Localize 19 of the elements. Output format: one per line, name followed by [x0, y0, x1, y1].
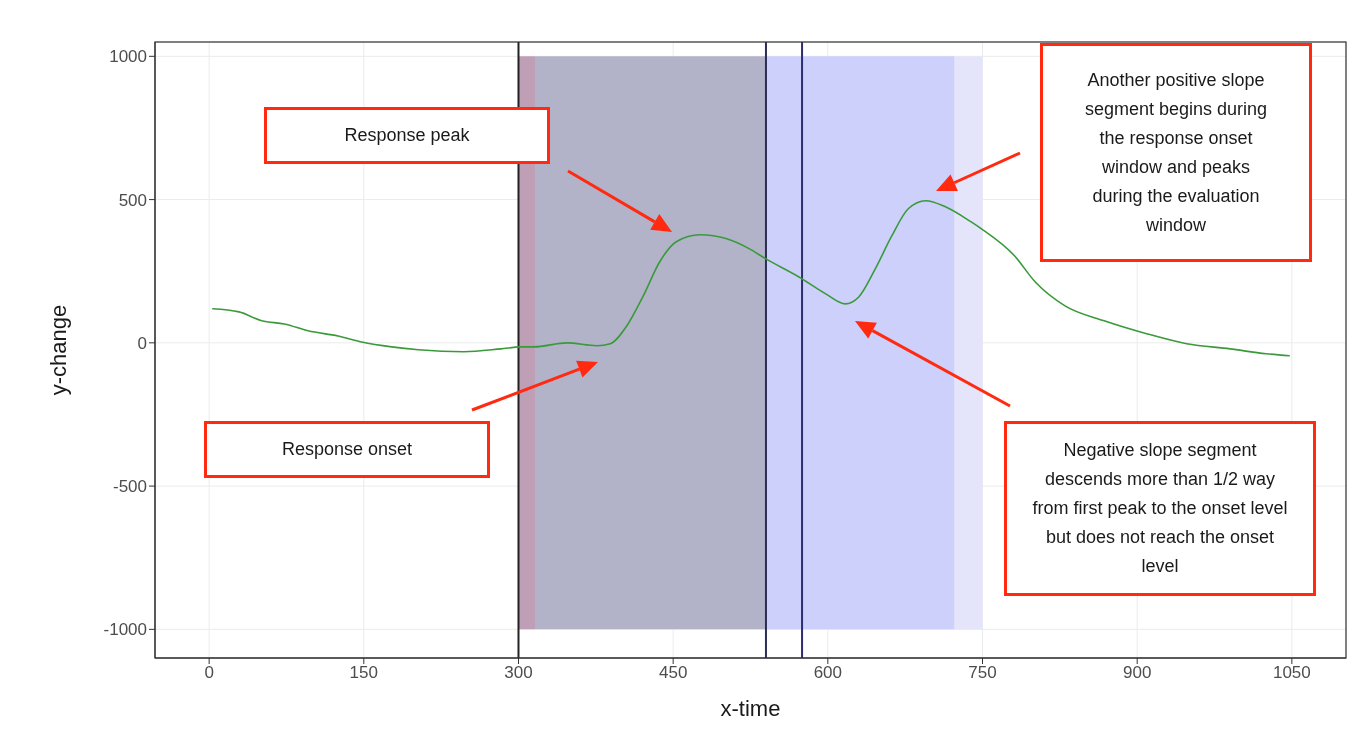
y-tick-label: -500: [112, 477, 147, 497]
x-tick-label: 750: [968, 663, 997, 683]
x-tick-label: 600: [813, 663, 843, 683]
callout-box: Response peak: [264, 107, 550, 164]
x-tick-label: 300: [504, 663, 533, 683]
y-tick-label: 1000: [109, 47, 147, 67]
y-tick-label: 500: [118, 190, 147, 210]
x-tick-label: 450: [658, 663, 688, 683]
y-tick-label: -1000: [103, 620, 147, 640]
callout-box: Response onset: [204, 421, 490, 478]
x-axis-title: x-time: [720, 696, 781, 721]
y-tick-label: 0: [137, 333, 147, 353]
callout-box: Another positive slope segment begins during the response onset window and peaks during the evaluation window: [1040, 43, 1312, 262]
x-tick-label: 0: [204, 663, 214, 683]
x-tick-label: 1050: [1272, 663, 1311, 683]
y-axis-title: y-change: [45, 304, 71, 396]
callout-box: Negative slope segment descends more than 1/2 way from first peak to the onset level but does not reach the onset level: [1004, 421, 1316, 596]
x-tick-label: 900: [1123, 663, 1152, 683]
x-tick-label: 150: [349, 663, 378, 683]
